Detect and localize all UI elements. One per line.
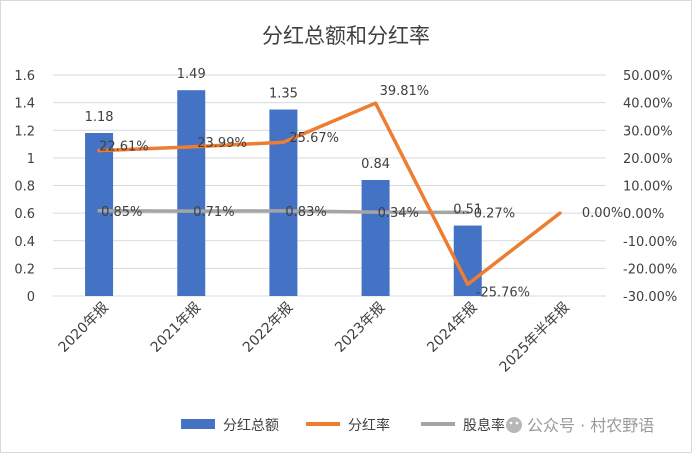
y-left-tick-label: 1.4 bbox=[14, 97, 35, 112]
legend: 分红总额 分红率 股息率 bbox=[181, 417, 505, 434]
dividend-yield-label: 0.71% bbox=[193, 205, 234, 220]
x-tick-label: 2021年报 bbox=[148, 300, 204, 356]
bar bbox=[85, 133, 114, 296]
legend-label: 股息率 bbox=[463, 417, 505, 434]
chart-title: 分红总额和分红率 bbox=[262, 24, 430, 48]
y-left-tick-label: 1.2 bbox=[14, 124, 35, 139]
y-right-tick-label: 30.00% bbox=[623, 124, 673, 139]
gridlines bbox=[53, 74, 606, 297]
line-series bbox=[97, 101, 562, 287]
data-labels: 1.18 1.49 1.35 0.84 0.51 22.61% 23.99% 25.67% 39… bbox=[85, 67, 624, 300]
y-left-tick-label: 0.8 bbox=[14, 180, 35, 195]
bar-value-label: 1.49 bbox=[177, 67, 206, 82]
y-right-tick-label: 0.00% bbox=[623, 207, 664, 222]
payout-ratio-label: 39.81% bbox=[380, 84, 430, 99]
bar-value-label: 1.35 bbox=[269, 87, 298, 102]
y-right-tick-label: -30.00% bbox=[623, 290, 677, 305]
payout-ratio-label: 23.99% bbox=[197, 136, 247, 151]
payout-ratio-label: 22.61% bbox=[99, 140, 149, 155]
payout-ratio-line bbox=[97, 101, 562, 287]
wechat-icon-dot bbox=[509, 421, 513, 425]
payout-ratio-label: 25.67% bbox=[289, 131, 339, 146]
legend-label: 分红率 bbox=[348, 417, 390, 434]
bar bbox=[361, 179, 390, 296]
y-right-tick-label: 10.00% bbox=[623, 180, 673, 195]
y-right-tick-label: 20.00% bbox=[623, 152, 673, 167]
watermark-text: 公众号 · 村农野语 bbox=[527, 416, 654, 435]
y-right-tick-label: 40.00% bbox=[623, 97, 673, 112]
y-left-tick-label: 0 bbox=[27, 290, 35, 305]
x-tick-label: 2023年报 bbox=[332, 300, 388, 356]
wechat-icon-dot bbox=[515, 421, 519, 425]
dividend-yield-label: 0.27% bbox=[474, 206, 515, 221]
bar-value-label: 0.51 bbox=[453, 203, 482, 218]
x-tick-label: 2022年报 bbox=[240, 300, 296, 356]
x-tick-label: 2024年报 bbox=[424, 300, 480, 356]
wechat-icon bbox=[506, 417, 522, 433]
bar bbox=[177, 90, 206, 296]
x-tick-label: 2020年报 bbox=[56, 300, 112, 356]
legend-swatch bbox=[181, 419, 215, 429]
y-left-tick-label: 0.4 bbox=[14, 235, 35, 250]
x-tick-label: 2025年半年报 bbox=[497, 300, 573, 376]
dividend-yield-label: 0.34% bbox=[378, 206, 419, 221]
y-axis-right: -30.00% -20.00% -10.00% 0.00% 10.00% 20.00% 30… bbox=[623, 69, 677, 305]
y-right-tick-label: 50.00% bbox=[623, 69, 673, 84]
y-left-tick-label: 1 bbox=[27, 152, 35, 167]
bar-value-label: 1.18 bbox=[85, 110, 114, 125]
y-left-tick-label: 1.6 bbox=[14, 69, 35, 84]
payout-ratio-label: 0.00% bbox=[582, 206, 623, 221]
y-left-tick-label: 0.2 bbox=[14, 262, 35, 277]
x-axis: 2020年报 2021年报 2022年报 2023年报 2024年报 2025年半年报 bbox=[56, 300, 573, 376]
payout-ratio-label: -25.76% bbox=[476, 285, 530, 300]
y-left-tick-label: 0.6 bbox=[14, 207, 35, 222]
y-axis-left: 0 0.2 0.4 0.6 0.8 1 1.2 1.4 1.6 bbox=[14, 69, 35, 305]
dividend-yield-line bbox=[97, 209, 470, 215]
y-right-tick-label: -20.00% bbox=[623, 262, 677, 277]
dividend-yield-label: 0.85% bbox=[101, 205, 142, 220]
bar-value-label: 0.84 bbox=[361, 157, 390, 172]
legend-label: 分红总额 bbox=[223, 418, 279, 434]
dividend-yield-label: 0.83% bbox=[285, 205, 326, 220]
y-right-tick-label: -10.00% bbox=[623, 235, 677, 250]
watermark: 公众号 · 村农野语 bbox=[506, 416, 654, 435]
